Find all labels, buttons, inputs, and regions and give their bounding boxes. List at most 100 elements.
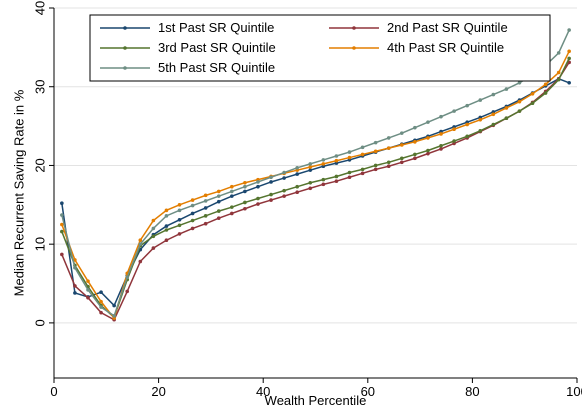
series-2-point [308,186,313,191]
series-1-point [269,180,273,184]
series-2-point [360,171,365,176]
series-5-point [73,265,77,270]
series-5-point [295,166,299,170]
series-1-point [256,184,260,189]
series-5-point [151,226,156,231]
series-4-point [138,238,143,243]
y-tick-label-0: 0 [32,319,47,326]
series-2-line [61,61,570,321]
series-2-point [386,164,391,169]
y-axis-title: Median Recurrent Saving Rate in % [11,89,26,296]
series-3-point [321,177,326,182]
series-2-point [73,284,77,288]
series-4-point [60,222,64,227]
series-1-point [190,211,195,216]
series-2-point [190,226,195,231]
series-2-point [347,175,352,180]
series-5-point [399,131,404,135]
series-4-line [61,50,570,320]
legend-item-3: 3rd Past SR Quintile [100,40,276,55]
series-4-point [230,184,234,189]
legend-label-1: 1st Past SR Quintile [158,20,274,35]
series-5-point [112,314,116,318]
series-4-point [334,158,339,163]
legend-marker-4 [352,46,356,50]
series-2-point [399,160,404,165]
series-1-point [230,194,234,198]
series-5-point [60,213,64,217]
series-5-point [164,214,169,218]
series-4 [60,49,571,320]
series-2-point [177,232,182,236]
x-tick-label-60: 60 [361,384,375,399]
series-3-point [517,109,522,113]
series-3-point [491,122,496,127]
series-4-point [373,149,378,154]
series-2-point [230,211,234,216]
legend-label-4: 4th Past SR Quintile [387,40,504,55]
series-5-point [360,145,365,150]
series-2-point [203,221,208,226]
legend: 1st Past SR Quintile 2nd Past SR Quintile… [89,14,551,82]
series-3-point [530,101,535,106]
ticks: 0 20 40 60 80 100 0 10 20 30 40 [32,1,582,399]
legend-marker-1 [123,26,127,30]
series-5-point [243,184,247,189]
series-2-point [99,310,103,315]
legend-marker-2 [352,26,356,30]
series-3-point [151,234,156,239]
series-2-point [164,238,169,243]
series-4-point [164,208,169,213]
y-tick-label-10: 10 [32,237,47,251]
legend-marker-5 [123,66,127,70]
series-1-point [308,168,313,172]
series-1-point [295,172,299,176]
series-5-point [491,92,496,97]
series-5-point [138,242,143,246]
series-5-point [478,98,483,102]
x-tick-label-0: 0 [50,384,57,399]
series-2-point [256,202,260,206]
series-3-point [426,148,430,153]
series-5-point [567,28,571,32]
series-3-line [61,58,570,319]
series-3-point [230,205,234,209]
series-4-point [73,258,77,262]
series-3-point [177,223,182,228]
series-4-point [504,106,509,110]
series-1-line [61,78,570,307]
series-1-point [216,199,221,204]
series-3-point [360,167,365,172]
series-5-point [465,103,469,108]
series-2-point [373,167,378,172]
series-3-point [413,152,417,157]
series-5-point [86,288,90,292]
series-4-point [413,140,417,144]
series-5-point [125,275,130,280]
series-1-point [282,176,286,180]
series-2-point [295,190,299,195]
series-1-point [164,224,169,228]
series-5-point [203,199,208,203]
series-2-point [334,179,339,183]
series-1-point [243,189,247,194]
legend-item-5: 5th Past SR Quintile [100,60,275,75]
series-5-point [439,114,443,119]
series-1-point [567,80,571,85]
series-1 [60,77,571,308]
series-2-point [243,206,247,211]
series-3-point [190,218,195,223]
series-4-point [99,299,103,304]
series-4-point [478,117,483,122]
series-4-point [308,165,313,169]
series-2-point [426,151,430,156]
series-3-point [386,160,391,165]
series-4-point [491,112,496,117]
series-4-point [386,146,391,150]
series-3-point [478,129,483,133]
series-4-point [556,70,561,75]
series-1-point [177,217,182,222]
series-4-point [360,152,365,157]
series-4-point [517,99,522,104]
